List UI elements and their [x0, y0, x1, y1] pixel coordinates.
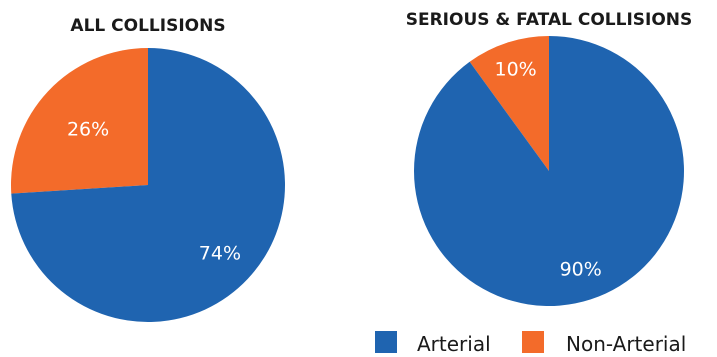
slice-label-arterial: 90%: [560, 259, 602, 281]
legend: Arterial Non-Arterial: [375, 331, 686, 356]
legend-label-non-arterial: Non-Arterial: [566, 332, 686, 356]
chart-2-title: SERIOUS & FATAL COLLISIONS: [406, 10, 693, 30]
pie-slice-non-arterial: [10, 48, 148, 194]
slice-label-non-arterial: 26%: [67, 119, 109, 141]
legend-swatch-non-arterial: [522, 331, 544, 353]
chart-1-title: ALL COLLISIONS: [70, 16, 225, 36]
chart-2-pie: 10% 90%: [414, 36, 684, 306]
pie-slice-arterial: [414, 36, 684, 306]
pie-slice-arterial: [11, 48, 285, 322]
legend-swatch-arterial: [375, 331, 397, 353]
slice-label-non-arterial: 10%: [495, 58, 537, 80]
slice-label-arterial: 74%: [199, 243, 241, 265]
pie-slice-non-arterial: [469, 36, 549, 171]
legend-label-arterial: Arterial: [417, 332, 491, 356]
chart-1-pie: 26% 74%: [10, 48, 285, 322]
